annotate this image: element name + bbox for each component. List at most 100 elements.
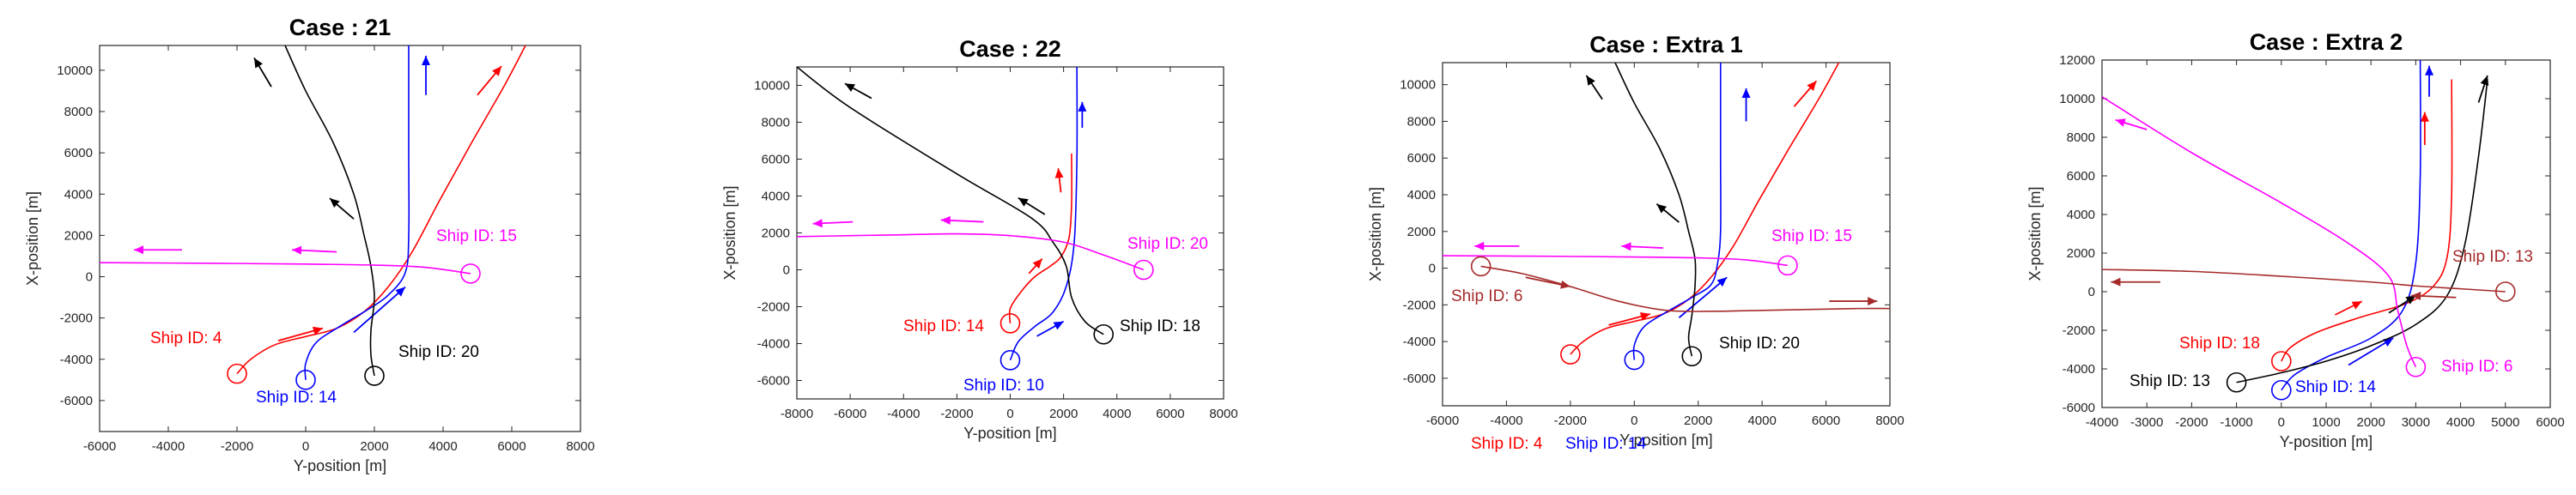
axes-frame bbox=[2101, 59, 2551, 408]
direction-arrowhead bbox=[2351, 301, 2362, 310]
y-tick-label: 2000 bbox=[1407, 225, 1436, 239]
ship-start-marker bbox=[2226, 371, 2247, 393]
direction-arrowhead bbox=[1053, 321, 1064, 330]
x-axis-label: Y-position [m] bbox=[2280, 433, 2372, 450]
subplot-4: Case : Extra 2 -4000 -3000 -2000 -1000 0 1000 2… bbox=[2026, 29, 2565, 450]
ship-label: Ship ID: 18 bbox=[2179, 335, 2260, 353]
y-tick-label: -6000 bbox=[60, 394, 93, 408]
series-line bbox=[2102, 96, 2417, 368]
direction-arrowhead bbox=[395, 287, 405, 297]
y-axis-label: X-position [m] bbox=[24, 191, 41, 286]
y-tick-label: 0 bbox=[2088, 285, 2095, 299]
axes-frame bbox=[796, 66, 1224, 400]
y-tick-label: 6000 bbox=[762, 153, 790, 167]
x-tick-label: 0 bbox=[1631, 414, 1637, 428]
ship-start-marker bbox=[999, 313, 1021, 334]
y-tick-label: 4000 bbox=[1407, 188, 1436, 202]
chart-title: Case : 22 bbox=[959, 36, 1061, 62]
x-tick-label: 5000 bbox=[2491, 415, 2519, 430]
direction-arrowhead bbox=[330, 198, 340, 208]
y-tick-label: -2000 bbox=[757, 300, 790, 315]
plot-area bbox=[1443, 63, 1890, 371]
y-tick-label: -2000 bbox=[60, 311, 93, 326]
ship-label: Ship ID: 20 bbox=[1719, 335, 1800, 353]
x-tick-label: -4000 bbox=[2086, 415, 2118, 430]
x-tick-label: 2000 bbox=[1684, 414, 1712, 428]
x-tick-label: 4000 bbox=[1103, 407, 1131, 421]
direction-arrowhead bbox=[1018, 197, 1029, 207]
series-line bbox=[797, 232, 1145, 271]
y-axis-label: X-position [m] bbox=[2026, 186, 2044, 281]
y-tick-label: -4000 bbox=[1403, 335, 1436, 349]
x-axis-label: Y-position [m] bbox=[294, 457, 386, 474]
series-line bbox=[1443, 255, 1789, 267]
y-tick-label: 8000 bbox=[2067, 130, 2095, 145]
x-tick-label: 0 bbox=[1006, 407, 1013, 421]
direction-arrowhead bbox=[2425, 65, 2434, 75]
x-tick-label: 6000 bbox=[497, 439, 526, 454]
series-line bbox=[2281, 79, 2453, 362]
direction-arrowhead bbox=[1032, 258, 1042, 269]
y-tick-label: 10000 bbox=[1400, 78, 1436, 93]
direction-arrow bbox=[353, 286, 406, 334]
ship-start-marker bbox=[999, 350, 1021, 371]
subplot-2: Case : 22 -8000 -6000 -4000 -2000 0 2000 4000 60… bbox=[721, 36, 1238, 442]
series-line bbox=[1009, 67, 1078, 361]
ship-label: Ship ID: 6 bbox=[1451, 287, 1522, 305]
subplot-1: Case : 21 -6000 -4000 -2000 0 2000 4000 6000 800… bbox=[24, 15, 595, 474]
x-tick-label: 8000 bbox=[566, 439, 594, 454]
ship-start-marker bbox=[2405, 356, 2427, 377]
x-tick-label: 6000 bbox=[2536, 415, 2564, 430]
direction-arrowhead bbox=[1621, 242, 1631, 251]
direction-arrowhead bbox=[1474, 241, 1485, 251]
x-tick-label: 2000 bbox=[2357, 415, 2385, 430]
y-tick-label: -6000 bbox=[1403, 371, 1436, 386]
x-tick-label: 2000 bbox=[360, 439, 388, 454]
y-tick-label: 4000 bbox=[64, 187, 93, 202]
y-tick-label: -4000 bbox=[757, 337, 790, 352]
direction-arrowhead bbox=[1868, 297, 1878, 306]
direction-arrowhead bbox=[1078, 101, 1087, 112]
ship-start-marker bbox=[295, 370, 316, 390]
x-tick-label: 2000 bbox=[1049, 407, 1078, 421]
y-tick-label: 8000 bbox=[762, 116, 790, 130]
direction-arrowhead bbox=[422, 56, 430, 66]
direction-arrowhead bbox=[844, 83, 855, 93]
x-tick-label: -2000 bbox=[221, 439, 253, 454]
y-tick-label: 8000 bbox=[64, 105, 93, 119]
ship-start-marker bbox=[227, 363, 247, 384]
direction-arrowhead bbox=[2111, 277, 2121, 287]
direction-arrowhead bbox=[134, 245, 143, 255]
ship-start-marker bbox=[460, 263, 481, 284]
direction-arrowhead bbox=[2115, 118, 2126, 127]
ship-label: Ship ID: 14 bbox=[903, 317, 984, 335]
x-tick-label: 8000 bbox=[1209, 407, 1237, 421]
ship-start-marker bbox=[1093, 323, 1115, 345]
x-tick-label: 4000 bbox=[428, 439, 457, 454]
ship-label: Ship ID: 13 bbox=[2452, 248, 2533, 266]
ship-label: Ship ID: 14 bbox=[1565, 435, 1646, 453]
ship-start-marker bbox=[364, 365, 385, 386]
y-tick-label: 4000 bbox=[762, 190, 790, 204]
direction-arrowhead bbox=[313, 326, 323, 335]
series-line bbox=[1614, 63, 1697, 357]
y-tick-label: 2000 bbox=[762, 226, 790, 241]
ship-label: Ship ID: 15 bbox=[1771, 227, 1852, 245]
series-line bbox=[1480, 265, 1890, 312]
ship-label: Ship ID: 14 bbox=[256, 389, 337, 407]
ship-label: Ship ID: 4 bbox=[150, 329, 222, 347]
x-tick-label: 6000 bbox=[1156, 407, 1184, 421]
y-tick-label: 4000 bbox=[2067, 208, 2095, 222]
direction-arrowhead bbox=[2480, 75, 2489, 87]
y-tick-label: 10000 bbox=[2059, 92, 2095, 106]
ship-label: Ship ID: 20 bbox=[1127, 235, 1208, 253]
series-line bbox=[236, 45, 526, 375]
plot-area bbox=[797, 67, 1154, 371]
x-tick-label: 0 bbox=[302, 439, 309, 454]
ship-label: Ship ID: 18 bbox=[1120, 317, 1200, 335]
y-tick-label: 6000 bbox=[64, 146, 93, 160]
x-axis-label: Y-position [m] bbox=[963, 425, 1056, 442]
y-axis-label: X-position [m] bbox=[721, 185, 738, 280]
series-line bbox=[304, 45, 410, 380]
